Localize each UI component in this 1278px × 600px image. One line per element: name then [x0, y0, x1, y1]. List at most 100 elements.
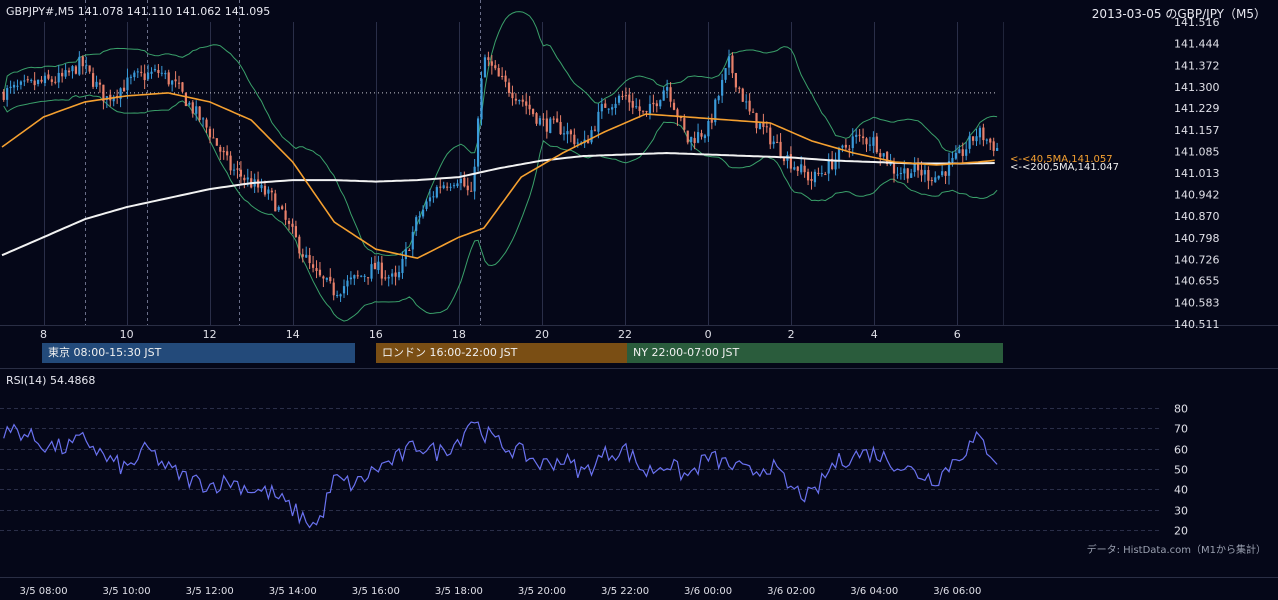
rsi-tick-label: 50	[1174, 464, 1188, 477]
candle-body	[164, 73, 167, 75]
candle-body	[731, 55, 734, 74]
candle-body	[518, 100, 521, 102]
candle-body	[528, 104, 531, 110]
candle-body	[497, 68, 500, 77]
candle-body	[40, 79, 43, 82]
candle-body	[803, 165, 806, 173]
candle-body	[586, 139, 590, 144]
candle-body	[74, 66, 78, 74]
candle-body	[195, 106, 198, 114]
price-tick-label: 141.085	[1174, 146, 1220, 159]
candle-body	[476, 118, 480, 167]
price-tick-label: 141.372	[1174, 59, 1220, 72]
candles	[2, 49, 999, 303]
candle-body	[318, 269, 322, 276]
candle-body	[64, 70, 67, 77]
rsi-tick-label: 40	[1174, 484, 1188, 497]
candle-body	[655, 103, 658, 107]
candle-body	[549, 118, 552, 133]
candle-body	[473, 166, 476, 192]
candle-body	[6, 88, 9, 100]
candle-body	[927, 169, 930, 181]
candle-body	[446, 186, 449, 188]
candle-body	[122, 87, 126, 92]
candle-body	[645, 111, 648, 113]
candle-body	[813, 171, 817, 183]
candle-body	[604, 103, 607, 108]
candle-body	[593, 129, 597, 131]
candle-body	[360, 275, 363, 277]
hour-axis: 8 10 12 14 16 18 20 22 0 2 4 6	[40, 328, 961, 341]
candle-body	[30, 79, 33, 81]
session-tokyo: 東京 08:00-15:30 JST	[42, 343, 355, 363]
candle-body	[776, 142, 779, 144]
candle-body	[614, 103, 617, 108]
candle-body	[858, 134, 861, 136]
candle-body	[50, 79, 53, 82]
candle-body	[806, 171, 810, 181]
data-credit: データ: HistData.com（M1から集計）	[1086, 545, 1266, 556]
candle-body	[57, 72, 60, 83]
candle-body	[913, 164, 916, 173]
candle-body	[762, 121, 765, 127]
price-axis: 141.516 141.444 141.372 141.300 141.229 141.1…	[1174, 16, 1220, 331]
bollinger-upper	[3, 11, 998, 257]
candle-body	[136, 71, 139, 73]
datetime-tick-label: 3/6 02:00	[767, 586, 815, 597]
candle-body	[2, 91, 5, 100]
price-tick-label: 140.583	[1174, 296, 1220, 309]
candle-body	[370, 264, 373, 279]
candle-body	[916, 164, 920, 171]
price-tick-label: 141.516	[1174, 16, 1220, 29]
rsi-tick-label: 80	[1174, 403, 1188, 416]
candle-body	[411, 231, 414, 250]
candle-body	[160, 72, 163, 74]
candle-body	[391, 273, 394, 277]
hour-tick-label: 18	[452, 328, 466, 341]
candle-body	[119, 88, 122, 99]
candle-body	[23, 80, 26, 82]
candle-body	[452, 185, 456, 187]
datetime-tick-label: 3/5 16:00	[352, 586, 400, 597]
candle-body	[215, 138, 218, 146]
bollinger-bands	[3, 11, 998, 322]
candle-body	[906, 168, 909, 179]
candle-body	[652, 102, 655, 105]
candle-body	[415, 217, 418, 231]
candle-body	[480, 78, 483, 120]
candle-body	[717, 96, 720, 101]
candle-body	[937, 175, 940, 179]
candle-body	[236, 168, 239, 170]
candle-body	[569, 130, 572, 135]
candle-body	[260, 184, 263, 189]
hour-tick-label: 12	[203, 328, 217, 341]
candle-body	[9, 86, 12, 88]
candle-body	[439, 186, 442, 188]
candle-body	[648, 103, 652, 114]
candle-body	[965, 149, 968, 156]
candle-body	[535, 113, 538, 124]
candle-body	[824, 174, 827, 176]
candle-body	[834, 159, 837, 170]
candle-body	[542, 118, 545, 120]
candle-body	[432, 196, 435, 198]
candle-body	[229, 155, 232, 171]
candle-body	[91, 73, 95, 87]
candle-body	[989, 138, 992, 143]
candle-body	[19, 81, 23, 85]
candle-body	[308, 255, 311, 264]
candle-body	[683, 118, 686, 130]
candle-body	[466, 185, 469, 191]
rsi-tick-label: 30	[1174, 505, 1188, 518]
candle-body	[47, 74, 50, 79]
candle-body	[133, 72, 136, 78]
candle-body	[521, 99, 524, 102]
candle-body	[899, 172, 902, 174]
candle-body	[628, 94, 631, 103]
candle-body	[676, 109, 679, 118]
candle-body	[996, 147, 999, 151]
candle-body	[342, 286, 346, 294]
candle-body	[274, 193, 277, 212]
candle-body	[700, 133, 703, 137]
candle-body	[421, 209, 425, 217]
